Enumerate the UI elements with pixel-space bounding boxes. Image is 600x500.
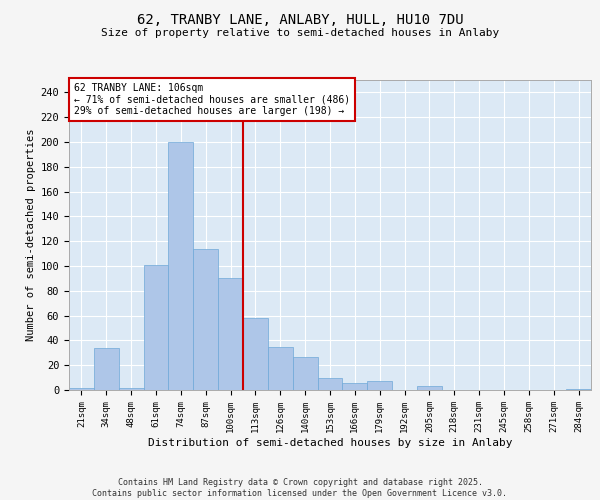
Bar: [343, 382, 367, 390]
Bar: [69, 388, 94, 390]
Bar: [169, 142, 193, 390]
Bar: [143, 265, 169, 390]
Bar: [193, 248, 218, 390]
Bar: [293, 356, 317, 390]
Bar: [367, 382, 392, 390]
Bar: [243, 318, 268, 390]
Text: 62, TRANBY LANE, ANLABY, HULL, HU10 7DU: 62, TRANBY LANE, ANLABY, HULL, HU10 7DU: [137, 12, 463, 26]
Y-axis label: Number of semi-detached properties: Number of semi-detached properties: [26, 128, 37, 341]
Bar: [566, 389, 591, 390]
X-axis label: Distribution of semi-detached houses by size in Anlaby: Distribution of semi-detached houses by …: [148, 438, 512, 448]
Text: Size of property relative to semi-detached houses in Anlaby: Size of property relative to semi-detach…: [101, 28, 499, 38]
Text: 62 TRANBY LANE: 106sqm
← 71% of semi-detached houses are smaller (486)
29% of se: 62 TRANBY LANE: 106sqm ← 71% of semi-det…: [74, 83, 350, 116]
Bar: [119, 388, 143, 390]
Bar: [218, 278, 243, 390]
Bar: [94, 348, 119, 390]
Bar: [268, 346, 293, 390]
Bar: [317, 378, 343, 390]
Bar: [417, 386, 442, 390]
Text: Contains HM Land Registry data © Crown copyright and database right 2025.
Contai: Contains HM Land Registry data © Crown c…: [92, 478, 508, 498]
